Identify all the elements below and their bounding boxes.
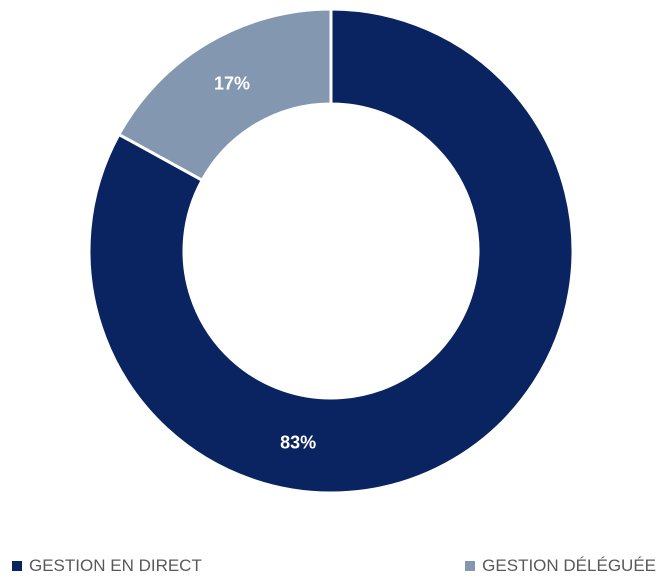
legend-swatch-gestion-deleguee <box>465 561 476 571</box>
legend-item-gestion-en-direct: GESTION EN DIRECT <box>12 555 202 577</box>
donut-chart: 83% 17% <box>87 7 575 495</box>
legend-label-gestion-en-direct: GESTION EN DIRECT <box>29 556 202 575</box>
slice-label-gestion-en-direct: 83% <box>280 433 316 453</box>
legend-item-gestion-deleguee: GESTION DÉLÉGUÉE <box>465 555 656 577</box>
slice-gestion-deleguee <box>116 7 333 183</box>
legend-label-gestion-deleguee: GESTION DÉLÉGUÉE <box>482 556 656 575</box>
legend-swatch-gestion-en-direct <box>12 561 22 571</box>
slice-labels: 83% 17% <box>214 74 316 453</box>
slice-label-gestion-deleguee: 17% <box>214 74 250 94</box>
donut-slices <box>87 7 575 495</box>
slice-gestion-en-direct <box>87 7 575 495</box>
